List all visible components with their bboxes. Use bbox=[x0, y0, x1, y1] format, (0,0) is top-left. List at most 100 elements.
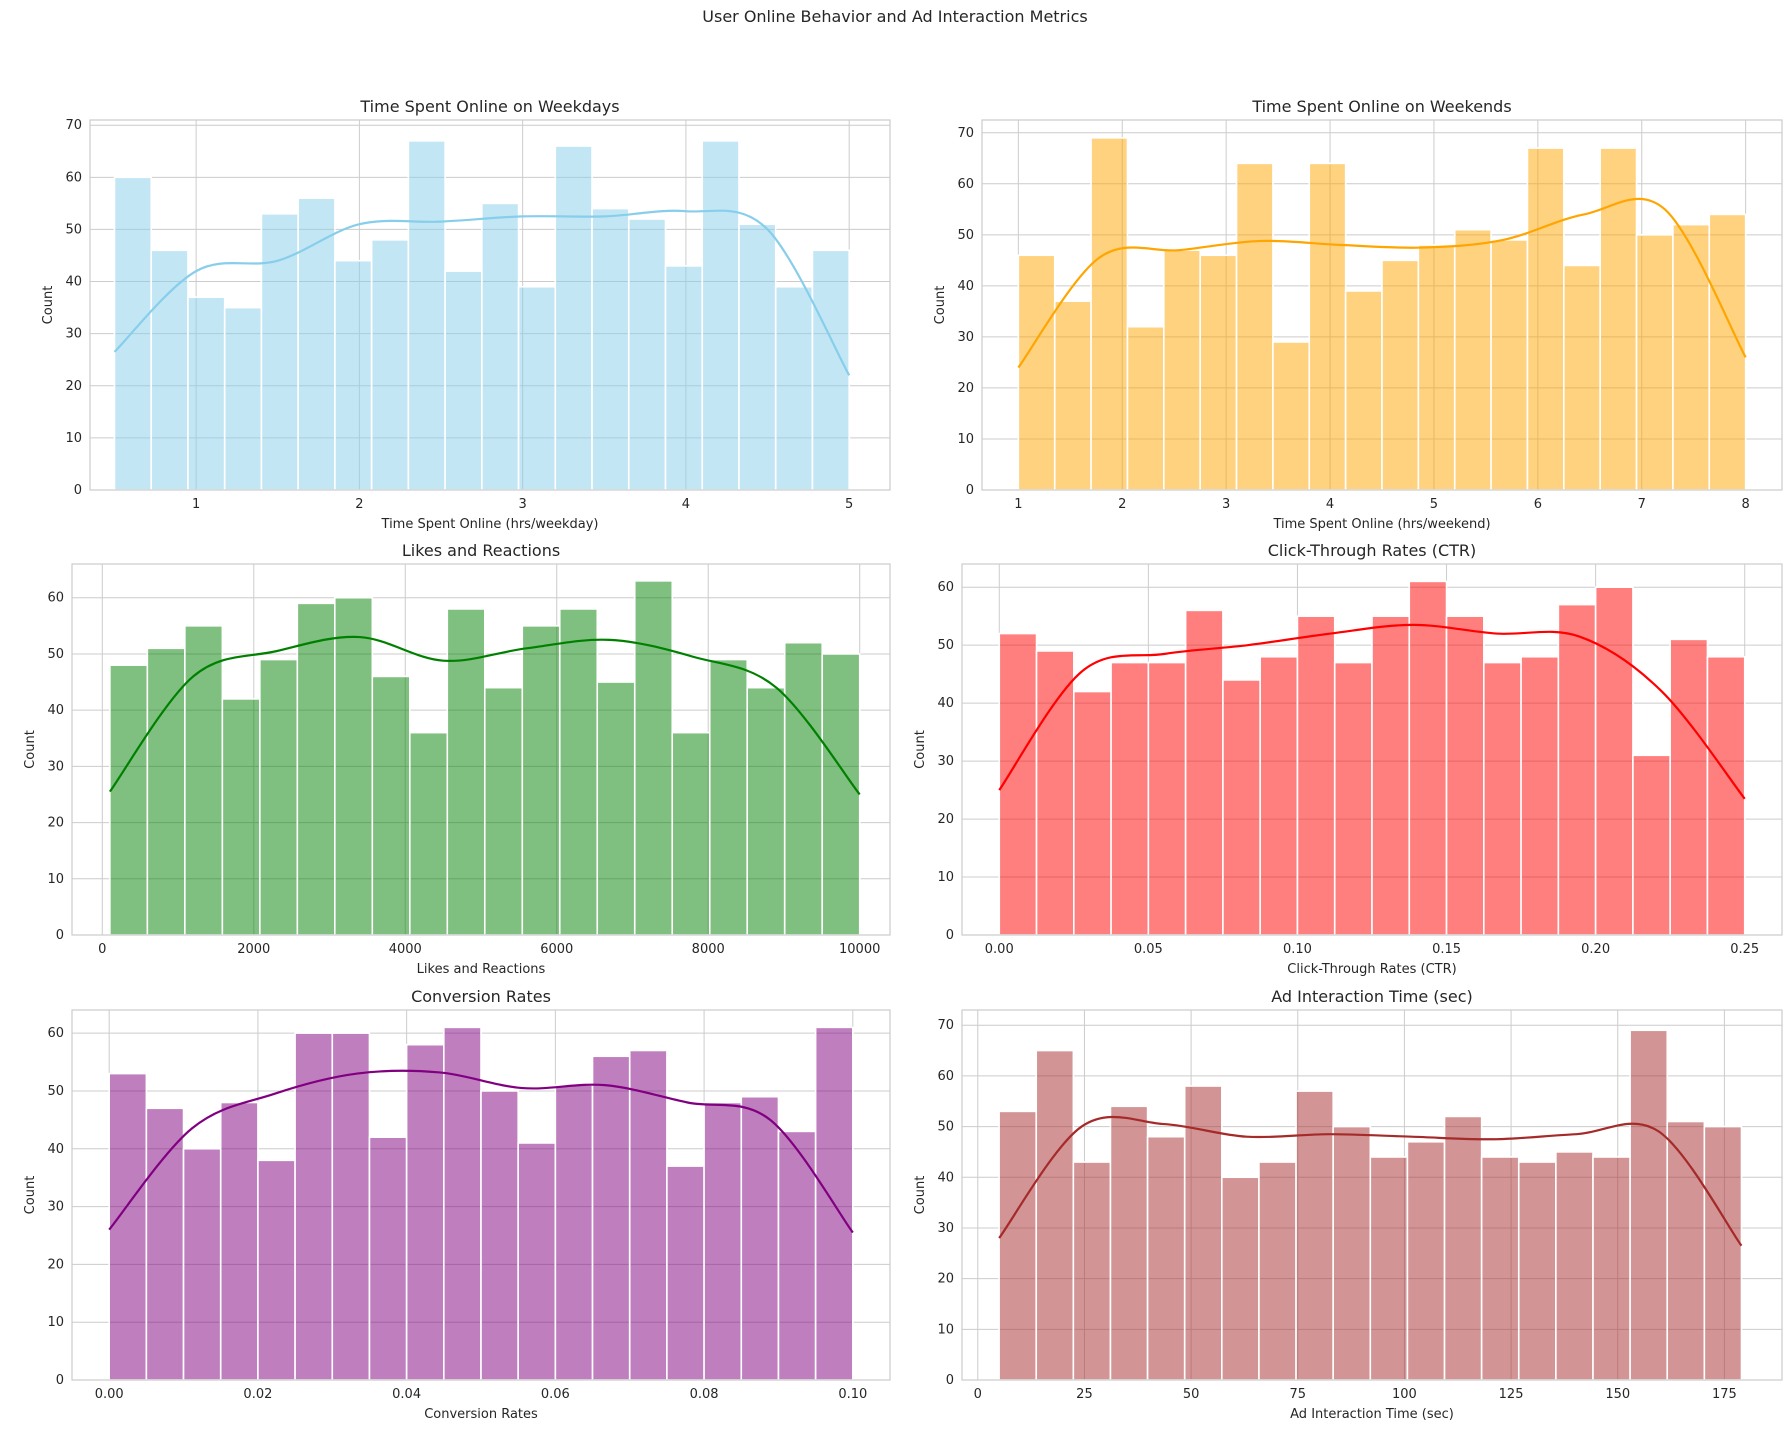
histogram-bar bbox=[633, 580, 674, 936]
histogram-bar bbox=[1296, 615, 1336, 936]
axes-frame bbox=[981, 119, 1783, 491]
y-tick-label: 20 bbox=[937, 1272, 954, 1287]
histogram-bar bbox=[1258, 1161, 1297, 1381]
histogram-bar bbox=[591, 207, 630, 491]
histogram-bar bbox=[1526, 147, 1565, 491]
x-axis-label: Time Spent Online (hrs/weekend) bbox=[1272, 517, 1490, 532]
histogram-bar bbox=[150, 249, 189, 491]
histogram-bar bbox=[1147, 661, 1187, 936]
x-tick-label: 0.00 bbox=[985, 942, 1014, 957]
y-tick-label: 60 bbox=[47, 1026, 64, 1041]
x-tick-label: 0.05 bbox=[1134, 942, 1163, 957]
histogram-bar bbox=[1235, 162, 1274, 491]
y-tick-label: 70 bbox=[957, 126, 974, 141]
histogram-bar bbox=[1703, 1125, 1743, 1381]
histogram-bar bbox=[113, 176, 153, 491]
histogram-bar bbox=[1555, 1151, 1594, 1381]
histogram-bar bbox=[184, 625, 224, 936]
histogram-bar bbox=[740, 1095, 780, 1381]
y-tick-label: 60 bbox=[937, 580, 954, 595]
histogram-bar bbox=[219, 1101, 259, 1381]
kde-line bbox=[1017, 197, 1747, 369]
y-tick-label: 20 bbox=[47, 1257, 64, 1272]
y-axis-label: Count bbox=[23, 730, 38, 769]
y-tick-label: 40 bbox=[937, 696, 954, 711]
subplot-title: Likes and Reactions bbox=[402, 541, 560, 560]
histogram-bar bbox=[187, 296, 226, 491]
y-tick-label: 30 bbox=[65, 327, 82, 342]
histogram-bar bbox=[558, 608, 599, 936]
y-tick-label: 40 bbox=[47, 1142, 64, 1157]
y-tick-label: 30 bbox=[47, 1200, 64, 1215]
histogram-bar bbox=[1272, 341, 1311, 491]
x-axis-label: Likes and Reactions bbox=[417, 962, 546, 977]
histogram-bar bbox=[109, 664, 149, 936]
histogram-bar bbox=[259, 658, 299, 936]
x-tick-label: 5 bbox=[1430, 497, 1438, 512]
histogram-bar bbox=[774, 285, 814, 491]
histogram-bar bbox=[370, 239, 410, 491]
histogram-bar bbox=[521, 625, 561, 936]
histogram-bar bbox=[1035, 650, 1075, 936]
x-tick-label: 75 bbox=[1289, 1387, 1306, 1402]
y-tick-label: 50 bbox=[937, 1120, 954, 1135]
x-tick-label: 0.08 bbox=[690, 1387, 719, 1402]
histogram-bar bbox=[443, 1026, 482, 1381]
histogram-bar bbox=[1672, 223, 1711, 491]
y-tick-label: 20 bbox=[937, 812, 954, 827]
x-tick-label: 10000 bbox=[839, 942, 880, 957]
histogram-bar bbox=[703, 1101, 743, 1381]
y-tick-label: 0 bbox=[946, 1373, 954, 1388]
histogram-bar bbox=[368, 1136, 408, 1381]
histogram-bar bbox=[664, 265, 704, 491]
figure-suptitle: User Online Behavior and Ad Interaction … bbox=[702, 7, 1087, 26]
x-tick-label: 0 bbox=[98, 942, 106, 957]
x-axis-label: Ad Interaction Time (sec) bbox=[1290, 1407, 1454, 1422]
subplot-likes: 0 2000 4000 6000 8000 10000 0 10 20 30 40 50 60 Likes… bbox=[23, 541, 891, 977]
x-tick-label: 0 bbox=[974, 1387, 982, 1402]
y-tick-label: 10 bbox=[47, 872, 64, 887]
histogram-bar bbox=[1126, 325, 1165, 491]
histogram-bar bbox=[1163, 249, 1201, 491]
y-axis-label: Count bbox=[933, 286, 948, 325]
y-tick-label: 10 bbox=[65, 431, 82, 446]
x-tick-label: 100 bbox=[1392, 1387, 1417, 1402]
y-tick-label: 0 bbox=[946, 928, 954, 943]
subplot-title: Time Spent Online on Weekdays bbox=[359, 97, 619, 116]
y-tick-label: 0 bbox=[74, 483, 82, 498]
y-tick-label: 40 bbox=[47, 703, 64, 718]
y-tick-label: 20 bbox=[65, 379, 82, 394]
histogram-bar bbox=[1295, 1090, 1334, 1381]
histogram-bar bbox=[1406, 1140, 1446, 1381]
histogram-bar bbox=[701, 140, 740, 491]
histogram-bar bbox=[1146, 1135, 1186, 1381]
histogram-bar bbox=[223, 306, 263, 491]
y-tick-label: 40 bbox=[937, 1170, 954, 1185]
x-tick-label: 4 bbox=[1326, 497, 1334, 512]
x-tick-label: 125 bbox=[1499, 1387, 1524, 1402]
x-tick-label: 1 bbox=[1014, 497, 1022, 512]
x-tick-label: 1 bbox=[192, 497, 200, 512]
y-tick-label: 20 bbox=[957, 381, 974, 396]
histogram-bar bbox=[708, 658, 749, 936]
histogram-bar bbox=[483, 686, 524, 936]
x-tick-label: 0.02 bbox=[243, 1387, 272, 1402]
y-tick-label: 10 bbox=[47, 1315, 64, 1330]
x-tick-label: 25 bbox=[1076, 1387, 1093, 1402]
histogram-bar bbox=[1563, 264, 1601, 491]
histogram-bar bbox=[1594, 586, 1634, 936]
y-tick-label: 30 bbox=[937, 1221, 954, 1236]
axes-frame bbox=[961, 563, 1783, 936]
subplot-ctr: 0.00 0.05 0.10 0.15 0.20 0.25 0 10 20 30 40 50 60 Cli… bbox=[913, 541, 1783, 977]
x-tick-label: 8 bbox=[1741, 497, 1749, 512]
x-axis-label: Click-Through Rates (CTR) bbox=[1287, 962, 1456, 977]
axes-frame bbox=[961, 1009, 1783, 1381]
y-tick-label: 70 bbox=[937, 1018, 954, 1033]
histogram-bar bbox=[998, 632, 1038, 936]
y-tick-label: 0 bbox=[56, 928, 64, 943]
y-tick-label: 10 bbox=[957, 432, 974, 447]
histogram-bar bbox=[1669, 638, 1709, 936]
histogram-bar bbox=[1520, 655, 1560, 936]
histogram-bar bbox=[998, 1110, 1038, 1381]
kde-line bbox=[108, 1069, 854, 1234]
